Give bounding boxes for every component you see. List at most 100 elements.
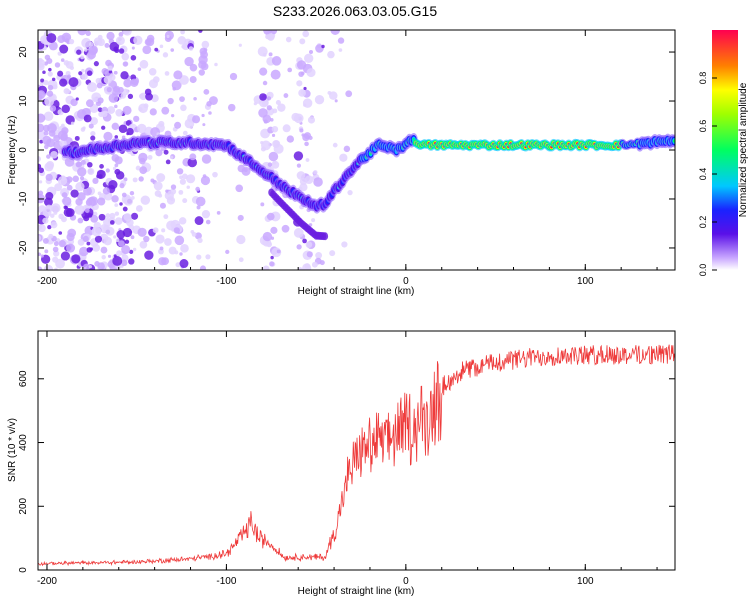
heatmap-noise-cell [111, 122, 119, 131]
heatmap-noise-cell [94, 235, 103, 243]
heatmap-noise-cell [78, 71, 83, 76]
heatmap-noise-cell [84, 208, 90, 213]
heatmap-noise-cell [258, 108, 268, 118]
heatmap-noise-cell [74, 135, 80, 141]
heatmap-noise-cell [305, 241, 313, 248]
heatmap-noise-cell [92, 97, 98, 102]
heatmap-noise-cell [114, 156, 123, 165]
heatmap-noise-cell [306, 68, 316, 78]
heatmap-noise-cell [271, 133, 276, 137]
heatmap-noise-cell [293, 227, 304, 238]
heatmap-noise-cell [194, 216, 204, 226]
heatmap-noise-cell [38, 123, 45, 133]
heatmap-noise-cell [82, 235, 89, 242]
heatmap-noise-cell [99, 164, 104, 169]
heatmap-noise-cell [329, 250, 336, 257]
heatmap-noise-cell [38, 180, 43, 184]
heatmap-noise-cell [38, 90, 46, 99]
heatmap-noise-cell [191, 231, 197, 237]
heatmap-noise-cell [101, 125, 106, 130]
heatmap-noise-cell [79, 246, 89, 257]
heatmap-noise-cell [68, 77, 79, 88]
heatmap-noise-cell [178, 217, 187, 225]
heatmap-noise-cell [114, 163, 119, 168]
heatmap-noise-cell [38, 224, 46, 233]
heatmap-noise-cell [60, 251, 70, 261]
heatmap-noise-cell [139, 59, 149, 69]
heatmap-noise-cell [177, 36, 187, 45]
heatmap-noise-cell [332, 142, 338, 148]
heatmap-noise-cell [51, 77, 56, 82]
heatmap-noise-cell [44, 96, 54, 107]
heatmap-noise-cell [122, 206, 128, 212]
heatmap-noise-cell [270, 255, 274, 260]
heatmap-noise-cell [58, 231, 63, 235]
heatmap-noise-cell [45, 204, 53, 213]
heatmap-noise-cell [169, 155, 174, 160]
heatmap-noise-cell [184, 118, 195, 129]
heatmap-noise-cell [270, 30, 278, 35]
heatmap-noise-cell [87, 213, 93, 218]
heatmap-noise-cell [75, 181, 85, 192]
heatmap-noise-cell [114, 217, 123, 225]
heatmap-noise-cell [188, 46, 194, 51]
heatmap-noise-cell [38, 266, 43, 270]
heatmap-noise-cell [140, 195, 151, 205]
colorbar-gradient [712, 30, 738, 270]
heatmap-noise-cell [115, 109, 123, 117]
heatmap-noise-cell [306, 251, 313, 258]
heatmap-noise-cell [259, 67, 268, 76]
heatmap-noise-cell [299, 183, 308, 192]
heatmap-noise-cell [133, 115, 140, 122]
heatmap-noise-cell [60, 58, 65, 62]
heatmap-noise-cell [114, 211, 120, 216]
heatmap-noise-cell [187, 157, 198, 168]
heatmap-noise-cell [197, 237, 203, 244]
heatmap-noise-cell [61, 123, 65, 128]
heatmap-noise-cell [90, 131, 96, 137]
heatmap-noise-cell [121, 52, 130, 61]
heatmap-noise-cell [304, 53, 314, 64]
heatmap-noise-cell [202, 174, 207, 178]
heatmap-noise-cell [143, 103, 149, 109]
heatmap-noise-cell [179, 252, 183, 256]
heatmap-noise-cell [47, 84, 54, 91]
heatmap-noise-cell [50, 203, 61, 213]
heatmap-noise-cell [76, 49, 82, 55]
heatmap-noise-cell [273, 143, 284, 154]
heatmap-noise-cell [287, 67, 293, 73]
heatmap-noise-cell [152, 76, 160, 83]
heatmap-noise-cell [119, 202, 123, 206]
heatmap-noise-cell [174, 250, 179, 255]
heatmap-noise-cell [298, 267, 303, 270]
heatmap-noise-cell [161, 228, 166, 233]
heatmap-noise-cell [96, 169, 106, 179]
heatmap-noise-cell [126, 132, 130, 136]
heatmap-trail [322, 232, 329, 241]
heatmap-noise-cell [165, 159, 171, 165]
heatmap-noise-cell [319, 260, 325, 266]
snr-ytick-label: 400 [18, 434, 29, 451]
heatmap-noise-cell [68, 38, 75, 45]
heatmap-noise-cell [163, 149, 169, 155]
heatmap-noise-cell [104, 43, 110, 48]
heatmap-noise-cell [105, 226, 115, 236]
heatmap-noise-cell [179, 175, 183, 180]
snr-ytick-label: 600 [18, 370, 29, 387]
heatmap-noise-cell [63, 60, 70, 66]
spectrogram-ytick-label: 0 [18, 147, 29, 153]
heatmap-noise-cell [170, 113, 175, 118]
heatmap-noise-cell [315, 251, 323, 259]
heatmap-noise-cell [123, 213, 132, 222]
heatmap-noise-cell [46, 90, 54, 97]
heatmap-noise-cell [205, 219, 211, 225]
heatmap-noise-cell [298, 71, 304, 77]
heatmap-noise-cell [261, 99, 269, 107]
heatmap-noise-cell [50, 213, 55, 218]
heatmap-noise-cell [76, 109, 87, 119]
heatmap-noise-cell [271, 160, 280, 169]
snr-panel: -200 -100 0 100 0 200 400 600 Height of straig… [7, 330, 676, 597]
heatmap-noise-cell [208, 111, 212, 115]
heatmap-noise-cell [115, 36, 125, 46]
